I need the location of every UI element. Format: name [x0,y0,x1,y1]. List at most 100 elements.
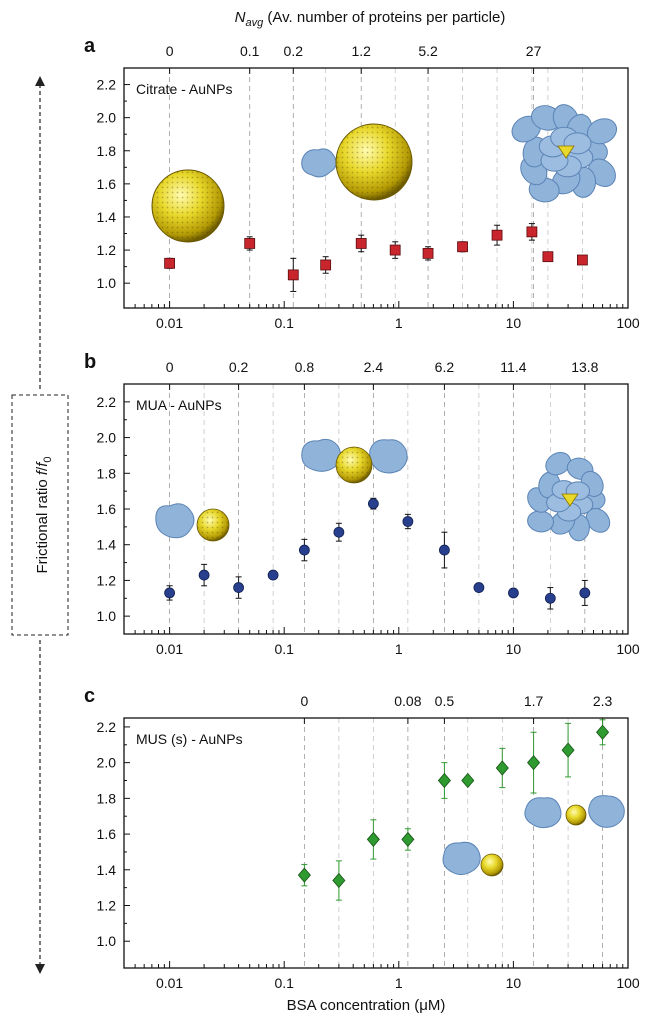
y-tick-label: 1.6 [97,176,117,192]
x-tick-label: 1 [395,641,403,657]
plot-frame [123,67,629,309]
protein-blob [545,452,572,476]
x-tick-label: 0.01 [156,641,183,657]
gold-core [561,493,579,507]
gold-core [557,145,575,159]
data-point [198,569,210,581]
y-axis-title-box: Frictional ratio f/f0 [11,394,69,636]
data-point [576,254,588,266]
top-tick-label: 0.2 [284,43,304,59]
x-tick-label: 10 [506,315,522,331]
y-tick-label: 2.0 [97,430,117,446]
data-point [355,238,367,249]
data-point [267,569,279,581]
data-point [298,544,310,556]
top-tick-label: 0.8 [295,359,315,375]
y-tick-label: 2.0 [97,110,117,126]
x-tick-label: 100 [616,975,640,991]
y-tick-label: 1.4 [97,862,117,878]
panel-b: b MUA - AuNPs 0.01 0.1 1 10 100 1.0 1.2 1.4 1.6 1.8… [84,351,640,657]
y-axis-title: Frictional ratio f/f0 [34,456,54,573]
data-point [366,831,380,848]
top-tick-label: 11.4 [500,359,526,375]
top-tick-label: 5.2 [418,43,438,59]
data-point [164,257,176,269]
top-tick-label: 13.8 [571,359,598,375]
y-tick-label: 1.6 [97,501,117,517]
data-point [542,251,554,263]
protein-and-small-nanoparticle-image [442,841,504,877]
top-tick-label: 6.2 [435,359,455,375]
panel-letter: a [84,35,96,57]
data-point [233,582,244,593]
y-tick-label: 1.8 [97,790,117,806]
panel-letter: b [84,351,96,373]
data-point [297,867,311,883]
two-proteins-nanoparticle-image [301,438,408,484]
data-point [244,238,256,249]
x-tick-label: 0.1 [274,641,294,657]
data-point [473,582,485,593]
data-point [333,526,345,538]
data-point [579,587,591,599]
x-tick-label: 10 [506,641,522,657]
x-tick-label: 0.01 [156,315,183,331]
plot-frame [123,717,629,969]
protein-near-nanoparticle-image [155,503,230,542]
protein-and-nanoparticle-image [301,123,413,201]
data-point [457,241,468,253]
top-tick-label: 0 [300,693,308,709]
y-tick-label: 2.2 [97,394,117,410]
panel-label: MUA - AuNPs [136,397,222,413]
data-point [422,247,434,259]
data-point [332,872,346,889]
y-tick-label: 1.6 [97,826,117,842]
data-point [164,587,176,599]
data-point [389,244,401,256]
data-point [287,269,299,281]
panel-label: MUS (s) - AuNPs [136,731,243,747]
data-point [439,544,450,556]
y-tick-label: 1.0 [97,275,117,291]
top-tick-label: 0.1 [240,43,260,59]
panel-c: c MUS (s) - AuNPs 0.01 0.1 1 10 100 1.0 1.2 1.4 1.… [84,685,640,991]
data-point [526,226,538,238]
y-tick-label: 1.8 [97,143,117,159]
data-point [402,516,414,527]
data-point [461,772,475,789]
data-point [508,587,519,599]
protein-cluster-nanoparticle-image [527,452,611,542]
y-tick-label: 1.4 [97,537,117,553]
top-tick-label: 2.3 [593,693,613,709]
top-tick-label: 2.4 [364,359,384,375]
x-tick-label: 1 [395,315,403,331]
x-tick-label: 10 [506,975,522,991]
x-axis-title: BSA concentration (μM) [287,997,446,1014]
top-tick-label: 0 [166,359,174,375]
y-axis-arrow [35,76,45,974]
y-tick-label: 2.2 [97,77,117,93]
panel-label: Citrate - AuNPs [136,81,232,97]
data-point [495,760,509,776]
protein-coated-nanoparticle-image [511,104,618,203]
top-tick-label: 0.5 [435,693,455,709]
y-tick-label: 1.2 [97,242,117,258]
y-tick-label: 2.2 [97,719,117,735]
x-tick-label: 0.1 [274,975,294,991]
y-tick-label: 1.0 [97,933,117,949]
x-tick-label: 0.01 [156,975,183,991]
top-tick-label: 1.7 [524,693,544,709]
data-point [544,592,556,604]
y-tick-label: 1.2 [97,572,117,588]
data-point [561,742,575,758]
data-point [367,498,379,510]
top-tick-label: 27 [526,43,542,59]
x-tick-label: 100 [616,641,640,657]
top-axis-title: Navg (Av. number of proteins per particl… [235,9,506,29]
panel-letter: c [84,685,95,707]
x-tick-label: 0.1 [274,315,294,331]
y-tick-label: 1.0 [97,608,117,624]
top-tick-label: 0 [166,43,174,59]
x-tick-label: 100 [616,315,640,331]
